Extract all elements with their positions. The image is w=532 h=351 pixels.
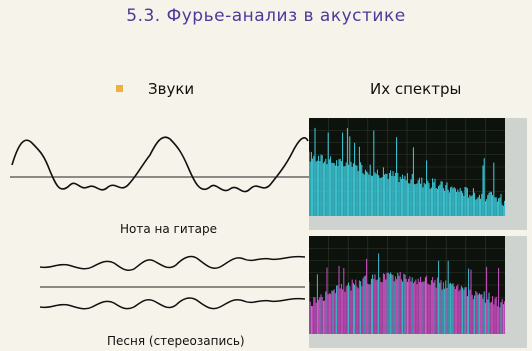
- song-wave-right-path: [40, 297, 305, 310]
- guitar-wave-path: [11, 136, 309, 193]
- spectra-header: Их спектры: [370, 80, 462, 98]
- song-caption: Песня (стереозапись): [107, 334, 245, 348]
- spectrum-axis-strip: [309, 216, 527, 230]
- slide-title: 5.3. Фурье-анализ в акустике: [126, 6, 406, 26]
- spectrum-axis-strip: [309, 334, 527, 348]
- spectrum-scale-strip: [505, 118, 527, 230]
- guitar-spectrum: [309, 118, 527, 230]
- spectrum-scale-strip: [505, 236, 527, 348]
- song-wave-left-path: [40, 255, 305, 272]
- bullet-icon: [116, 85, 123, 92]
- guitar-waveform: [10, 136, 310, 193]
- sounds-header: Звуки: [148, 80, 195, 98]
- song-spectrum: [309, 236, 527, 348]
- guitar-caption: Нота на гитаре: [120, 222, 217, 236]
- song-waveform: [40, 255, 305, 310]
